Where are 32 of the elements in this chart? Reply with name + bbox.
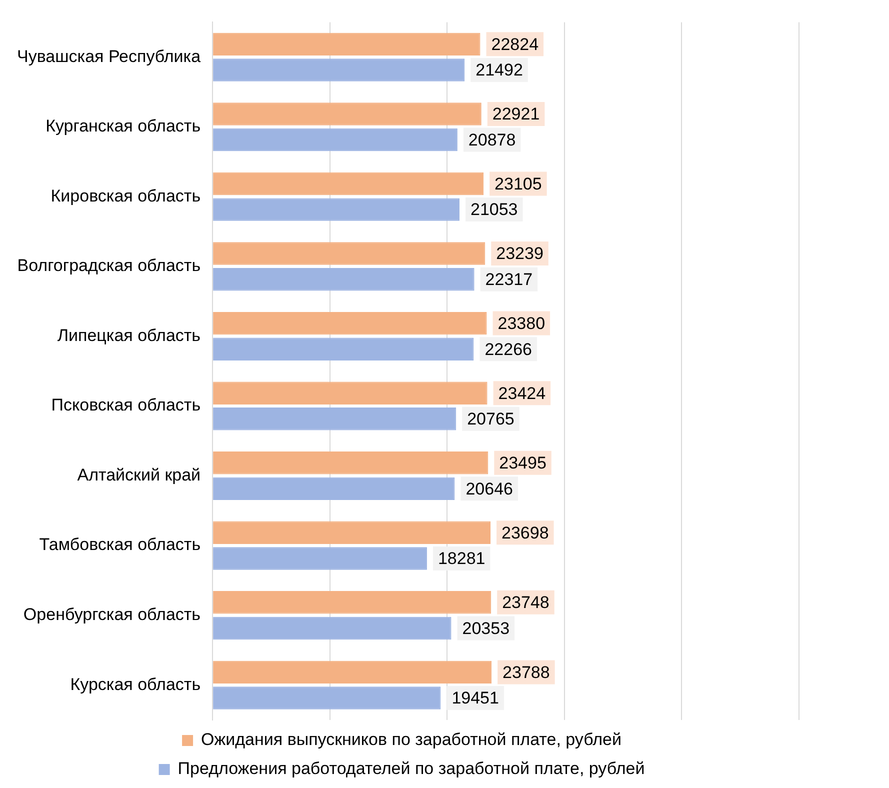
y-tick-label: Тамбовская область (39, 535, 201, 554)
data-label: 23239 (496, 244, 544, 264)
data-label: 22921 (492, 104, 540, 124)
y-tick-label: Псковская область (51, 396, 201, 415)
y-tick-label: Оренбургская область (23, 605, 201, 624)
data-label: 20878 (468, 130, 516, 150)
data-label: 23105 (494, 174, 542, 194)
y-tick-label: Волгоградская область (17, 256, 201, 276)
data-label: 20765 (467, 410, 514, 429)
y-tick-label: Липецкая область (57, 326, 201, 345)
data-label: 22317 (485, 270, 533, 290)
data-label: 23495 (499, 454, 546, 473)
data-label: 23380 (498, 314, 546, 333)
y-tick-label: Чувашская Республика (16, 46, 202, 66)
y-tick-label: Курганская область (46, 116, 201, 136)
legend-label: Предложения работодателей по заработной плате, рублей (178, 759, 645, 778)
data-label: 23424 (498, 384, 546, 403)
data-label: 20646 (466, 479, 513, 498)
data-label: 22824 (491, 34, 539, 54)
legend-label: Ожидания выпускников по заработной плате, рублей (201, 730, 622, 750)
data-label: 19451 (452, 688, 499, 708)
y-tick-label: Курская область (70, 674, 201, 694)
data-label: 21492 (476, 60, 523, 80)
y-tick-label: Алтайский край (77, 465, 201, 484)
data-label: 23788 (502, 662, 550, 682)
data-label: 21053 (470, 200, 518, 220)
y-tick-label: Кировская область (50, 186, 201, 206)
data-label: 23748 (502, 593, 550, 612)
data-label: 20353 (462, 618, 510, 638)
data-label: 23698 (502, 523, 549, 542)
data-label: 18281 (438, 549, 486, 568)
data-label: 22266 (484, 340, 532, 359)
